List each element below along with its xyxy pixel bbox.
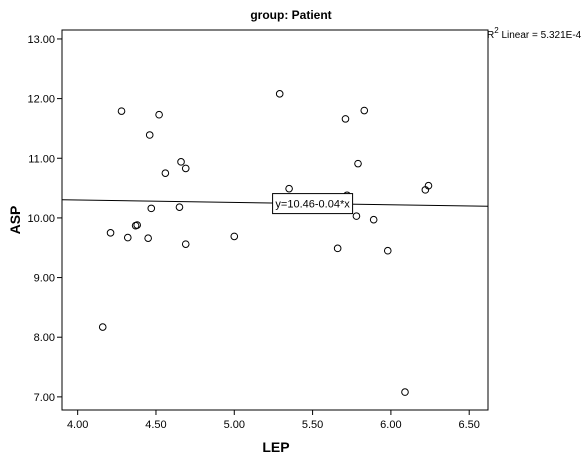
r2-label: R2 Linear = 5.321E-4	[487, 26, 582, 41]
x-tick-label: 4.00	[67, 419, 88, 431]
y-tick-label: 13.00	[27, 34, 55, 46]
data-point	[383, 246, 392, 255]
y-tick-label: 9.00	[34, 273, 55, 285]
data-point	[144, 234, 152, 242]
data-point	[424, 181, 433, 190]
data-point	[401, 388, 409, 396]
data-point	[275, 90, 284, 98]
data-point	[360, 106, 369, 115]
data-point	[133, 221, 141, 229]
x-tick-label: 4.50	[145, 419, 166, 431]
y-tick-label: 7.00	[34, 392, 55, 404]
equation-box	[272, 193, 354, 215]
data-point	[333, 244, 342, 253]
x-axis-title: LEP	[262, 439, 289, 455]
r2-label-superscript: 2	[494, 26, 499, 35]
data-point	[175, 203, 184, 211]
data-point	[145, 131, 154, 139]
data-point	[177, 158, 185, 166]
plot-layer: 7.00 8.00 9.00 10.00 11.00 12.00 13.00 4.00 4.50…	[27, 29, 489, 431]
data-point	[354, 159, 362, 168]
data-point	[155, 110, 163, 119]
data-point	[285, 184, 293, 193]
data-point	[161, 169, 170, 177]
y-tick-label: 8.00	[34, 332, 55, 344]
data-point	[369, 215, 378, 224]
data-point	[117, 107, 126, 115]
x-tick-label: 5.00	[224, 419, 245, 431]
x-tick-label: 5.50	[302, 419, 323, 431]
r2-label-text: Linear = 5.321E-4	[499, 30, 582, 41]
data-point	[123, 233, 132, 242]
y-axis-title: ASP	[7, 206, 23, 235]
data-point	[98, 323, 107, 331]
x-tick-label: 6.00	[380, 419, 401, 431]
data-point	[181, 240, 190, 248]
data-point	[341, 115, 350, 123]
plot-frame	[61, 29, 489, 411]
equation-annotation: y=10.46-0.04*x	[272, 193, 354, 215]
r2-label-base: R	[487, 30, 494, 41]
y-tick-label: 10.00	[27, 213, 55, 225]
data-point	[147, 204, 156, 213]
equation-label: y=10.46-0.04*x	[275, 199, 350, 211]
data-point	[106, 229, 115, 237]
x-tick-label: 6.50	[458, 419, 479, 431]
data-point	[230, 232, 239, 241]
y-tick-label: 12.00	[27, 94, 55, 106]
data-point	[352, 212, 361, 220]
data-point	[181, 164, 190, 173]
chart-title: group: Patient	[250, 8, 331, 22]
y-tick-label: 11.00	[28, 153, 55, 165]
